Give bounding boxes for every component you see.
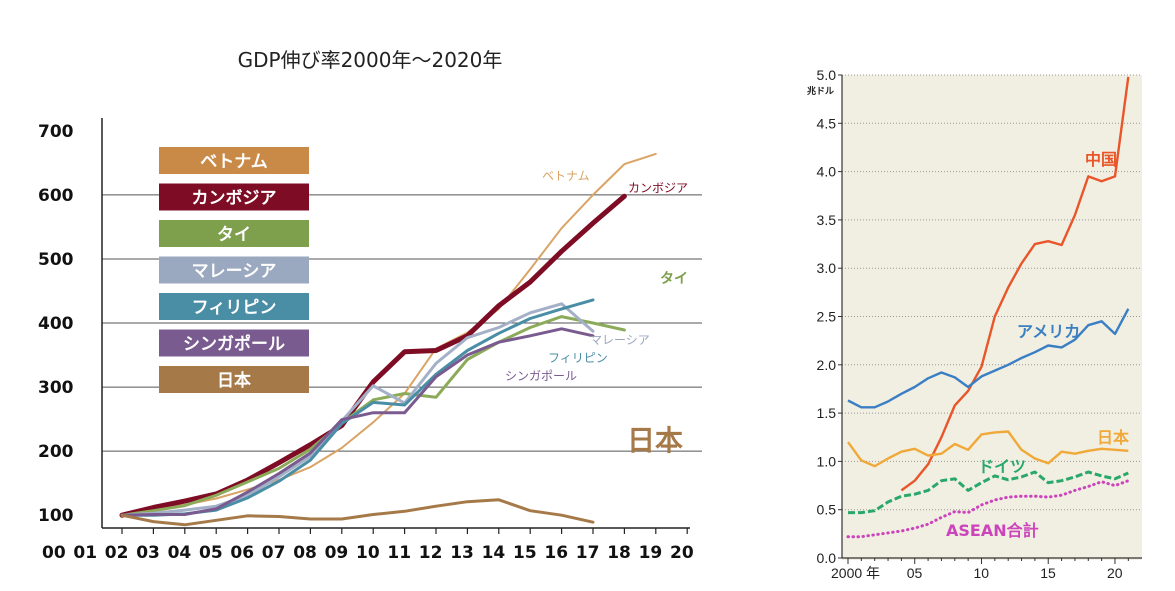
legend-label: シンガポール <box>183 334 285 355</box>
x-tick-label: 04 <box>168 543 192 563</box>
x-tick-label: 06 <box>230 543 254 563</box>
x-tick-label: 13 <box>450 543 474 563</box>
series-line <box>846 479 1130 539</box>
series-label-philippines: フィリピン <box>548 351 608 365</box>
x-tick-label: 11 <box>387 543 411 563</box>
left-series-lines <box>119 152 657 527</box>
x-tick-label: 10 <box>973 565 989 581</box>
series-line <box>120 498 595 527</box>
x-tick-label: 09 <box>325 543 349 563</box>
y-tick-label: 200 <box>38 442 74 462</box>
x-tick-label: 05 <box>907 565 923 581</box>
x-tick-label: 10 <box>356 543 380 563</box>
x-tick-label: 05 <box>199 543 223 563</box>
series-line <box>120 327 595 517</box>
x-tick-label: 03 <box>136 543 160 563</box>
series-line <box>847 430 1129 468</box>
x-tick-label: 15 <box>513 543 537 563</box>
y-tick-label: 3.5 <box>817 212 837 228</box>
y-tick-label: 0.5 <box>817 502 837 518</box>
x-tick-label: 18 <box>607 543 631 563</box>
right-series-lines <box>846 76 1130 539</box>
series-label-japan-gdp: 日本 <box>1097 428 1129 447</box>
series-line <box>847 308 1130 409</box>
y-tick-label: 2.0 <box>817 357 837 373</box>
legend-swatch <box>159 366 309 393</box>
series-label-germany: ドイツ <box>978 457 1026 476</box>
legend-swatch <box>159 220 309 247</box>
left-chart: GDP伸び率2000年～2020年 100200300400500600700 … <box>38 48 702 563</box>
series-label-usa: アメリカ <box>1017 322 1080 341</box>
legend-swatch <box>159 183 309 211</box>
x-tick-label: 08 <box>293 543 317 563</box>
legend-label: カンボジア <box>192 189 277 209</box>
y-tick-label: 300 <box>38 378 74 398</box>
y-tick-label: 1.0 <box>817 453 837 469</box>
x-tick-label: 12 <box>419 543 443 563</box>
x-tick-label: 07 <box>262 543 286 563</box>
series-line <box>120 315 626 517</box>
legend-swatch <box>159 293 309 320</box>
left-axes <box>101 118 690 534</box>
x-tick-label: 19 <box>639 543 663 563</box>
y-tick-label: 0.0 <box>817 550 837 566</box>
series-line <box>900 76 1130 492</box>
series-line <box>121 152 657 517</box>
series-label-asean: ASEAN合計 <box>946 521 1039 540</box>
left-y-tick-labels: 100 200 300 400 500 600 700 <box>38 122 74 526</box>
x-tick-label: 02 <box>105 543 129 563</box>
series-label-japan: 日本 <box>627 424 683 457</box>
series-label-thailand: タイ <box>660 271 688 287</box>
right-series-labels: 中国 アメリカ 日本 ドイツ ASEAN合計 <box>946 150 1129 540</box>
legend-label: タイ <box>217 225 251 245</box>
y-tick-label: 400 <box>38 314 74 334</box>
legend-label: ベトナム <box>200 152 268 172</box>
series-label-cambodia: カンボジア <box>628 181 688 195</box>
x-tick-label: 2000 年 <box>831 565 880 581</box>
x-tick-label: 16 <box>544 543 568 563</box>
x-tick-label: 17 <box>576 543 600 563</box>
series-label-singapore: シンガポール <box>505 369 577 383</box>
legend-label: フィリピン <box>192 298 277 318</box>
right-chart: 0.0 0.5 1.0 1.5 2.0 2.5 3.0 3.5 4.0 4.5 5.0 2000 年… <box>807 67 1142 581</box>
x-tick-label: 15 <box>1040 565 1056 581</box>
right-plot-area <box>842 75 1142 560</box>
series-line <box>120 302 595 517</box>
y-tick-label: 4.5 <box>817 115 837 131</box>
y-tick-label: 1.5 <box>817 405 837 421</box>
y-tick-label: 500 <box>38 250 74 270</box>
legend-swatch <box>159 256 309 284</box>
left-x-tick-labels: 00 01 02 03 04 05 06 07 08 09 10 11 12 13 14 15 16 17 18 19… <box>42 543 694 563</box>
left-series-labels: ベトナム カンボジア タイ マレーシア フィリピン シンガポール 日本 <box>505 169 688 457</box>
legend-swatch <box>159 329 309 357</box>
y-tick-label: 4.0 <box>817 164 837 180</box>
x-tick-label: 00 <box>42 543 66 563</box>
series-label-malaysia: マレーシア <box>590 333 650 347</box>
x-tick-label: 20 <box>670 543 694 563</box>
y-tick-label: 100 <box>38 506 74 526</box>
y-tick-label: 5.0 <box>817 67 837 83</box>
right-y-tick-labels: 0.0 0.5 1.0 1.5 2.0 2.5 3.0 3.5 4.0 4.5 5.0 <box>817 67 837 566</box>
legend-label: マレーシア <box>192 262 277 282</box>
series-label-china: 中国 <box>1085 150 1117 169</box>
right-x-tick-labels: 2000 年 05 10 15 20 <box>831 565 1123 581</box>
x-tick-label: 01 <box>73 543 97 563</box>
series-line <box>119 193 627 518</box>
y-tick-label: 3.0 <box>817 260 837 276</box>
right-axes <box>838 74 1142 564</box>
series-label-vietnam: ベトナム <box>542 169 590 183</box>
y-tick-label: 700 <box>38 122 74 142</box>
y-tick-label: 2.5 <box>817 309 837 325</box>
y-tick-label: 600 <box>38 186 74 206</box>
chart-title: GDP伸び率2000年～2020年 <box>238 48 503 72</box>
y-axis-unit: 兆ドル <box>807 85 834 97</box>
legend-label: 日本 <box>217 370 251 391</box>
x-tick-label: 14 <box>482 543 506 563</box>
right-gridlines <box>842 74 1142 511</box>
x-tick-label: 20 <box>1107 565 1123 581</box>
series-line <box>848 470 1129 515</box>
legend-swatch <box>159 147 309 174</box>
